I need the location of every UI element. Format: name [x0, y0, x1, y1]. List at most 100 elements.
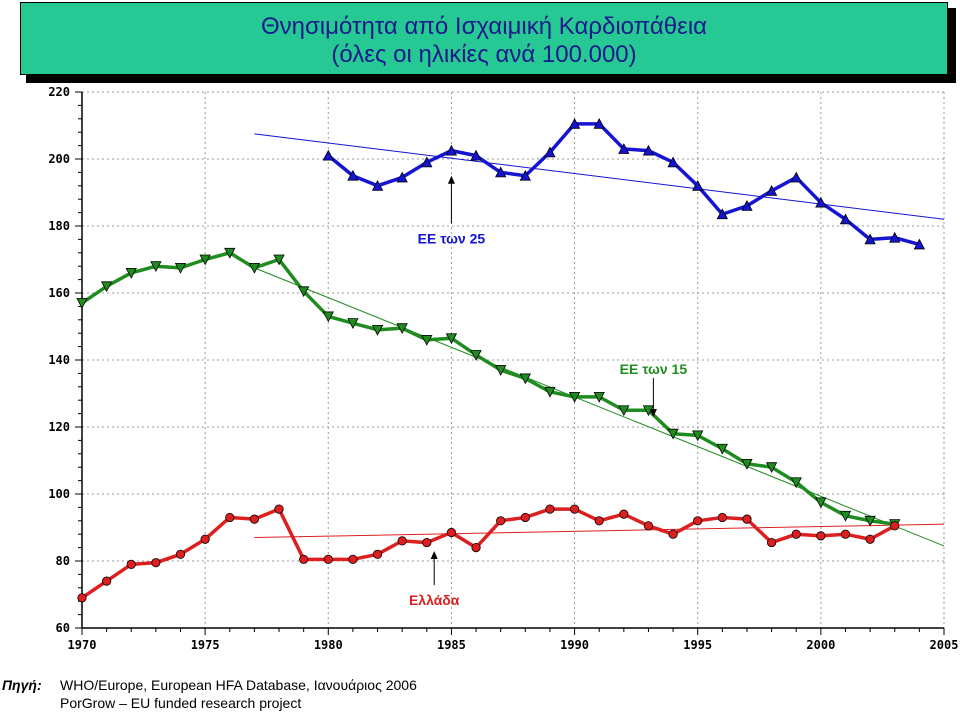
data-point	[273, 254, 285, 266]
annotation-label: ΕΕ των 15	[620, 361, 688, 377]
data-point	[348, 554, 358, 564]
series-line-2	[81, 507, 896, 600]
x-tick-label-1975: 1975	[191, 638, 220, 652]
data-point	[568, 117, 581, 129]
data-point	[225, 512, 235, 523]
y-tick-label-180: 180	[48, 219, 70, 233]
source-label: Πηγή:	[2, 677, 42, 693]
data-point	[322, 311, 334, 323]
data-point	[495, 365, 507, 376]
data-point	[790, 477, 802, 489]
data-point	[815, 196, 827, 208]
annotation-1: ΕΕ των 15	[620, 361, 688, 417]
annotation-label: Ελλάδα	[409, 592, 460, 608]
data-point	[100, 281, 113, 293]
data-point	[889, 231, 901, 243]
data-point	[618, 143, 630, 154]
data-point	[568, 391, 581, 403]
annotation-arrow-head	[430, 550, 438, 559]
data-point	[445, 333, 458, 345]
data-point	[471, 542, 481, 553]
data-point	[593, 391, 605, 403]
data-point	[545, 504, 555, 514]
annotation-label: ΕΕ των 25	[418, 230, 486, 246]
data-point	[913, 238, 926, 250]
data-point	[544, 386, 556, 398]
data-point	[520, 512, 530, 523]
data-point	[642, 144, 655, 156]
data-point	[422, 537, 432, 548]
data-point	[174, 262, 187, 274]
data-point	[839, 510, 852, 522]
data-point	[297, 286, 310, 298]
annotation-2: Ελλάδα	[409, 550, 460, 608]
x-tick-label-1980: 1980	[314, 638, 343, 652]
data-point	[126, 559, 136, 569]
y-tick-label-220: 220	[48, 85, 70, 99]
data-point	[519, 169, 531, 181]
data-point	[175, 549, 186, 559]
data-point	[765, 462, 778, 474]
data-point	[865, 534, 875, 544]
y-tick-label-60: 60	[56, 621, 70, 635]
y-tick-label-120: 120	[48, 420, 70, 434]
data-point	[371, 324, 384, 336]
data-point	[668, 529, 678, 539]
data-point	[347, 318, 359, 330]
data-point	[618, 405, 630, 417]
data-point	[790, 171, 802, 183]
data-point	[397, 536, 407, 546]
data-point	[816, 531, 826, 541]
chart-title: Θνησιμότητα από Ισχαιμική Καρδιοπάθεια	[260, 13, 708, 40]
axes: 60 80 100 120 140 160 180 200 220 1970 1975 1980 198…	[48, 85, 958, 652]
data-point	[519, 373, 531, 385]
y-tick-label-140: 140	[48, 353, 70, 367]
x-tick-label-2000: 2000	[806, 638, 835, 652]
data-point	[667, 156, 679, 168]
data-point	[470, 149, 482, 161]
data-point	[815, 497, 827, 509]
data-point	[569, 504, 580, 514]
trendline-1	[254, 267, 945, 547]
data-point	[421, 156, 433, 168]
annotations: ΕΕ των 25 ΕΕ των 15 Ελλάδα	[409, 175, 688, 608]
data-point	[77, 593, 87, 603]
data-point	[765, 184, 778, 196]
data-point	[594, 516, 604, 526]
data-point	[274, 504, 284, 514]
title-box: Θνησιμότητα από Ισχαιμική Καρδιοπάθεια (…	[20, 2, 948, 75]
data-point	[248, 262, 261, 274]
data-point	[470, 350, 482, 361]
chart-canvas: 60 80 100 120 140 160 180 200 220 1970 1975 1980 198…	[48, 85, 958, 652]
data-point	[643, 521, 654, 531]
data-point	[396, 171, 408, 183]
data-point	[619, 509, 629, 519]
data-point	[224, 247, 236, 259]
data-point	[593, 117, 605, 129]
data-point	[396, 323, 408, 335]
data-point	[445, 144, 458, 156]
data-point	[716, 443, 729, 455]
trendlines	[254, 133, 945, 547]
data-point	[791, 529, 801, 539]
data-point	[76, 298, 88, 309]
x-tick-label-2005: 2005	[930, 638, 959, 652]
data-point	[323, 554, 333, 564]
source-line-2: PorGrow – EU funded research project	[60, 695, 302, 711]
trendline-0	[254, 133, 945, 220]
source-line-1: WHO/Europe, European HFA Database, Ιανου…	[60, 677, 417, 693]
data-point	[371, 179, 384, 191]
data-point	[692, 179, 704, 191]
data-point	[322, 149, 334, 161]
data-point	[839, 213, 852, 225]
data-point	[693, 516, 703, 526]
y-tick-label-200: 200	[48, 152, 70, 166]
data-point	[347, 169, 359, 181]
y-tick-label-160: 160	[48, 286, 70, 300]
trendline-2	[254, 523, 945, 539]
data-point	[890, 521, 900, 531]
series-1	[76, 247, 901, 531]
data-point	[667, 428, 679, 440]
data-point	[125, 267, 137, 279]
series-line-1	[81, 251, 895, 526]
